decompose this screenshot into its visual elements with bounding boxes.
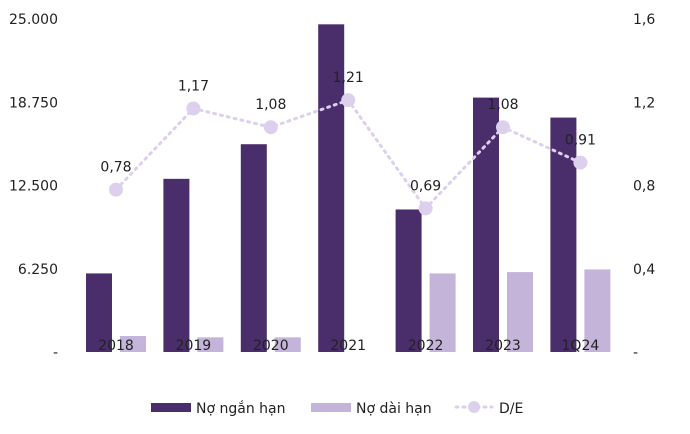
legend-swatch-short-term — [151, 403, 191, 412]
right-axis-tick-label: - — [633, 345, 638, 361]
de-data-label: 1,08 — [487, 97, 518, 113]
x-axis-tick-label: 2023 — [485, 338, 521, 354]
de-data-label: 1,21 — [333, 70, 364, 86]
bar-short-term-debt — [240, 144, 267, 352]
legend-label-short-term: Nợ ngắn hạn — [196, 400, 285, 417]
de-point — [263, 120, 278, 135]
bar-long-term-debt — [429, 273, 456, 352]
de-data-label: 0,78 — [100, 160, 131, 176]
de-data-label: 0,91 — [565, 133, 596, 149]
de-data-label: 0,69 — [410, 178, 441, 194]
right-axis-tick-label: 1,2 — [633, 95, 655, 111]
legend-label-de: D/E — [499, 401, 523, 417]
legend-swatch-de-point — [468, 401, 480, 413]
bar-long-term-debt — [584, 269, 611, 352]
de-point — [496, 120, 510, 135]
left-axis-tick-label: 18.750 — [9, 95, 58, 111]
x-axis-tick-label: 2018 — [98, 338, 134, 354]
x-axis-tick-label: 2019 — [176, 338, 212, 354]
de-data-label: 1,17 — [178, 78, 209, 94]
left-axis-tick-label: - — [53, 345, 58, 361]
right-axis-tick-label: 1,6 — [633, 12, 655, 28]
left-axis-tick-label: 6.250 — [18, 262, 58, 278]
legend-label-long-term: Nợ dài hạn — [356, 401, 432, 417]
x-axis-tick-label: 2022 — [408, 338, 444, 354]
de-data-label: 1,08 — [255, 97, 286, 113]
de-point — [109, 182, 123, 197]
bar-short-term-debt — [318, 24, 345, 352]
legend-swatch-long-term — [311, 403, 351, 412]
bar-long-term-debt — [120, 336, 146, 352]
de-point — [186, 101, 201, 116]
x-axis-tick-label: 1Q24 — [562, 338, 600, 354]
bar-short-term-debt — [473, 97, 499, 352]
right-axis-tick-label: 0,4 — [633, 262, 655, 278]
left-axis-tick-label: 25.000 — [9, 12, 58, 28]
bar-short-term-debt — [86, 273, 112, 352]
right-axis-tick-label: 0,8 — [633, 179, 655, 195]
left-axis-tick-label: 12.500 — [9, 179, 58, 195]
de-point — [341, 93, 356, 108]
bar-long-term-debt — [274, 337, 301, 352]
bar-long-term-debt — [197, 337, 224, 352]
bar-short-term-debt — [395, 209, 422, 352]
x-axis-tick-label: 2020 — [253, 338, 289, 354]
de-point — [418, 201, 433, 216]
de-point — [573, 155, 588, 170]
bar-long-term-debt — [507, 272, 533, 352]
bar-short-term-debt — [550, 117, 577, 353]
bar-short-term-debt — [163, 178, 190, 352]
x-axis-tick-label: 2021 — [330, 338, 366, 354]
